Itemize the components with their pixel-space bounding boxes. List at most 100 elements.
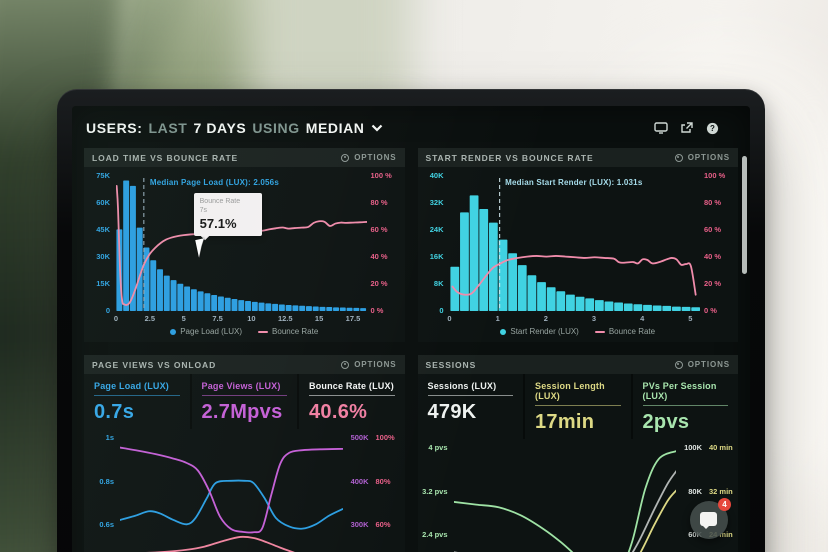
- chart-start-render: 40K 32K 24K 16K 8K 0 100 % 80 % 60 % 40 % 20 % 0 %…: [430, 171, 726, 315]
- metric-pvs-per-session: PVs Per Session (LUX) 2pvs: [630, 374, 739, 439]
- using-label: USING: [252, 120, 300, 136]
- axis-tick: 12.5: [277, 314, 293, 323]
- gear-icon: [674, 360, 683, 369]
- legend-dot-icon: [170, 328, 177, 335]
- axis-tick: 15K: [96, 279, 110, 288]
- chat-badge: 4: [718, 498, 731, 511]
- legend-page-load[interactable]: Page Load (LUX): [170, 327, 242, 336]
- legend-bounce-rate[interactable]: Bounce Rate: [594, 327, 655, 336]
- axis-tick: 0: [105, 306, 110, 315]
- axis-tick: 2: [543, 314, 548, 323]
- line-chart-sessions[interactable]: [454, 443, 677, 552]
- axis-tick: 40 %: [370, 252, 388, 261]
- legend-start-render[interactable]: Start Render (LUX): [500, 327, 579, 336]
- axis-tick: 24K: [429, 225, 444, 234]
- svg-text:?: ?: [710, 124, 715, 133]
- axis-tick: 10: [247, 314, 256, 323]
- y-axis-left: 1s0.8s0.6s0.4s: [86, 433, 114, 552]
- display-icon[interactable]: [653, 122, 668, 135]
- metric-page-load: Page Load (LUX) 0.7s: [84, 374, 190, 429]
- axis-tick: 60K: [688, 530, 702, 540]
- axis-tick: 0: [439, 306, 444, 315]
- metric-bounce-rate: Bounce Rate (LUX) 40.6%: [297, 374, 405, 429]
- panel-sessions: SESSIONS OPTIONS Sessions (LUX) 479K: [417, 355, 739, 552]
- axis-tick: 100 %: [370, 171, 392, 180]
- axis-tick: 5: [688, 314, 693, 323]
- legend-dash-icon: [594, 330, 605, 333]
- axis-tick: 3.2 pvs: [422, 486, 448, 496]
- gear-icon: [341, 360, 350, 369]
- axis-tick: 60 %: [704, 225, 722, 234]
- users-range-selector[interactable]: USERS: LAST 7 DAYS USING MEDIAN: [86, 120, 383, 136]
- chevron-down-icon: [371, 124, 383, 132]
- days-label: 7 DAYS: [193, 120, 247, 136]
- axis-tick: 100 %: [704, 171, 726, 180]
- axis-tick: 7.5: [212, 314, 223, 323]
- chat-launcher-button[interactable]: 4: [690, 498, 731, 539]
- x-axis: 0 1 2 3 4 5: [447, 313, 701, 324]
- chart-legend: Start Render (LUX) Bounce Rate: [418, 324, 739, 342]
- axis-tick: 1: [495, 314, 500, 323]
- chat-icon: [700, 512, 717, 529]
- axis-tick: 17.5: [345, 314, 361, 323]
- legend-bounce-rate[interactable]: Bounce Rate: [258, 327, 318, 336]
- line-chart-page-views[interactable]: [120, 433, 343, 552]
- axis-tick: 60K: [96, 198, 110, 207]
- scrollbar-thumb[interactable]: [742, 156, 747, 274]
- panel-title: SESSIONS: [425, 359, 477, 370]
- options-button[interactable]: OPTIONS: [341, 360, 396, 369]
- axis-tick: 30K: [96, 252, 110, 261]
- axis-tick: 40 %: [704, 252, 722, 261]
- y-axis-right: 100 % 80 % 60 % 40 % 20 % 0 %: [704, 171, 736, 315]
- dashboard-header: USERS: LAST 7 DAYS USING MEDIAN: [86, 116, 736, 140]
- panel-title: LOAD TIME VS BOUNCE RATE: [92, 152, 239, 163]
- axis-tick: 300K: [350, 520, 369, 530]
- gear-icon: [674, 153, 683, 162]
- axis-tick: 45K: [96, 225, 110, 234]
- axis-tick: 400K: [350, 476, 369, 486]
- axis-tick: 0 %: [370, 306, 384, 315]
- axis-tick: 40 min: [709, 443, 733, 452]
- axis-tick: 3: [591, 314, 597, 323]
- y-axis-left: 40K 32K 24K 16K 8K 0: [420, 171, 444, 315]
- share-icon[interactable]: [679, 122, 694, 135]
- axis-tick: 0 %: [704, 306, 717, 315]
- axis-tick: 0.8s: [99, 476, 114, 486]
- help-icon[interactable]: ?: [705, 122, 720, 135]
- dashboard-screen: USERS: LAST 7 DAYS USING MEDIAN: [72, 106, 750, 552]
- axis-tick: 8K: [433, 279, 444, 288]
- legend-dot-icon: [500, 328, 507, 335]
- median-label: MEDIAN: [305, 120, 365, 136]
- axis-tick: 0: [113, 314, 119, 323]
- options-button[interactable]: OPTIONS: [341, 153, 396, 162]
- axis-tick: 20 %: [370, 279, 388, 288]
- axis-tick: 60 %: [370, 225, 388, 234]
- axis-tick: 500K: [350, 433, 369, 442]
- axis-tick: 5: [181, 314, 186, 323]
- laptop-bezel: USERS: LAST 7 DAYS USING MEDIAN: [57, 89, 765, 552]
- axis-tick: 100K: [684, 443, 702, 452]
- axis-tick: 80%: [375, 476, 391, 486]
- options-button[interactable]: OPTIONS: [674, 360, 730, 369]
- legend-dash-icon: [258, 330, 269, 333]
- chart-page-views-onload: 1s0.8s0.6s0.4s 500K100%400K80%300K60%200…: [99, 433, 395, 552]
- axis-tick: 80 %: [370, 198, 388, 207]
- median-annotation: Median Start Render (LUX): 1.031s: [505, 178, 643, 187]
- metric-session-length: Session Length (LUX) 17min: [523, 374, 631, 439]
- options-button[interactable]: OPTIONS: [674, 153, 730, 162]
- tooltip-bounce-rate: Bounce Rate 7s 57.1%: [193, 192, 262, 241]
- axis-tick: 1s: [105, 433, 114, 442]
- panel-title: PAGE VIEWS VS ONLOAD: [92, 359, 217, 370]
- axis-tick: 15: [314, 314, 324, 323]
- panel-title: START RENDER VS BOUNCE RATE: [425, 152, 594, 163]
- axis-tick: 20 %: [704, 279, 722, 288]
- header-icons: ?: [653, 122, 720, 135]
- users-label: USERS:: [86, 120, 143, 136]
- histogram-start-render[interactable]: [449, 175, 701, 311]
- axis-tick: 32K: [429, 198, 444, 207]
- panel-start-render: START RENDER VS BOUNCE RATE OPTIONS 40K 3…: [417, 148, 739, 342]
- metric-row: Sessions (LUX) 479K Session Length (LUX)…: [418, 374, 739, 439]
